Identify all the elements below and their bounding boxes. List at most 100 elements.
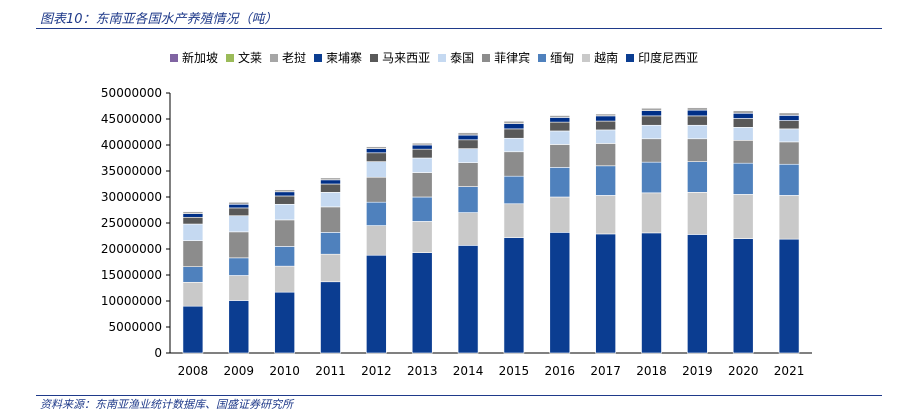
bar-segment: [366, 226, 386, 256]
bar-segment: [321, 232, 341, 254]
bar-segment: [229, 232, 249, 258]
x-tick-label: 2008: [178, 364, 209, 378]
bar-segment: [412, 221, 432, 252]
y-tick-label: 5000000: [109, 320, 162, 334]
bar-segment: [366, 153, 386, 162]
bar-segment: [412, 158, 432, 173]
bar-segment: [504, 176, 524, 204]
bar-segment: [275, 292, 295, 353]
bar-segment: [550, 117, 570, 122]
bar-segment: [275, 220, 295, 247]
bar-segment: [183, 224, 203, 241]
x-tick-label: 2017: [590, 364, 621, 378]
bar-segment: [229, 300, 249, 353]
bar-segment: [458, 135, 478, 140]
bar-segment: [321, 207, 341, 232]
bar-segment: [642, 111, 662, 116]
bar-segment: [733, 113, 753, 118]
bar-segment: [275, 196, 295, 204]
bar-segment: [733, 140, 753, 163]
bar-segment: [733, 127, 753, 140]
bar-segment: [779, 195, 799, 239]
bar-segment: [412, 197, 432, 221]
x-tick-label: 2016: [545, 364, 576, 378]
bar-segment: [596, 121, 616, 130]
bar-segment: [183, 241, 203, 267]
bar-segment: [550, 197, 570, 232]
bar-segment: [733, 163, 753, 194]
bar-segment: [321, 282, 341, 353]
bar-segment: [733, 194, 753, 238]
bar-segment: [642, 233, 662, 353]
bar-segment: [596, 143, 616, 165]
bar-segment: [687, 110, 707, 116]
bar-segment: [229, 202, 249, 204]
bar-segment: [321, 192, 341, 207]
bar-segment: [687, 125, 707, 139]
bar-segment: [321, 180, 341, 184]
bar-segment: [458, 187, 478, 213]
bar-segment: [366, 202, 386, 225]
bar-segment: [458, 213, 478, 246]
y-tick-label: 45000000: [101, 112, 162, 126]
bar-segment: [366, 162, 386, 178]
x-tick-label: 2011: [315, 364, 346, 378]
bar-segment: [779, 129, 799, 142]
y-tick-label: 0: [154, 346, 162, 360]
bar-segment: [275, 266, 295, 292]
bar-segment: [366, 255, 386, 353]
bar-segment: [183, 306, 203, 353]
bar-segment: [596, 166, 616, 196]
bar-segment: [596, 130, 616, 144]
bar-segment: [642, 116, 662, 125]
bar-segment: [733, 118, 753, 127]
bar-segment: [642, 162, 662, 193]
bar-segment: [183, 267, 203, 283]
bar-segment: [458, 133, 478, 136]
bar-segment: [229, 276, 249, 301]
bar-segment: [504, 129, 524, 138]
bar-segment: [504, 124, 524, 129]
bar-segment: [458, 163, 478, 187]
bar-segment: [275, 204, 295, 220]
x-tick-label: 2012: [361, 364, 392, 378]
source-note: 资料来源：东南亚渔业统计数据库、国盛证券研究所: [40, 396, 293, 412]
y-tick-label: 20000000: [101, 242, 162, 256]
bar-segment: [275, 190, 295, 192]
bar-segment: [504, 204, 524, 238]
bar-segment: [412, 173, 432, 197]
bar-segment: [687, 116, 707, 125]
y-tick-label: 35000000: [101, 164, 162, 178]
bar-segment: [412, 149, 432, 158]
x-tick-label: 2015: [499, 364, 530, 378]
bar-segment: [779, 115, 799, 120]
x-tick-label: 2010: [269, 364, 300, 378]
x-tick-label: 2013: [407, 364, 438, 378]
bar-segment: [412, 145, 432, 149]
bar-segment: [779, 142, 799, 164]
bar-segment: [779, 164, 799, 195]
bar-segment: [642, 193, 662, 233]
bar-segment: [733, 111, 753, 114]
bar-segment: [642, 125, 662, 139]
bar-segment: [458, 140, 478, 149]
bar-segment: [687, 234, 707, 353]
bar-segment: [642, 108, 662, 111]
x-tick-label: 2018: [636, 364, 667, 378]
bar-segment: [550, 122, 570, 131]
bar-segment: [183, 217, 203, 224]
x-tick-label: 2009: [224, 364, 255, 378]
bar-segment: [275, 246, 295, 266]
y-tick-label: 30000000: [101, 190, 162, 204]
bar-segment: [550, 115, 570, 117]
bar-segment: [687, 108, 707, 111]
bar-segment: [779, 239, 799, 353]
bar-segment: [321, 178, 341, 180]
y-tick-label: 25000000: [101, 216, 162, 230]
bar-segment: [779, 113, 799, 116]
bar-segment: [366, 177, 386, 202]
bar-segment: [550, 144, 570, 167]
x-tick-label: 2019: [682, 364, 713, 378]
x-tick-label: 2020: [728, 364, 759, 378]
